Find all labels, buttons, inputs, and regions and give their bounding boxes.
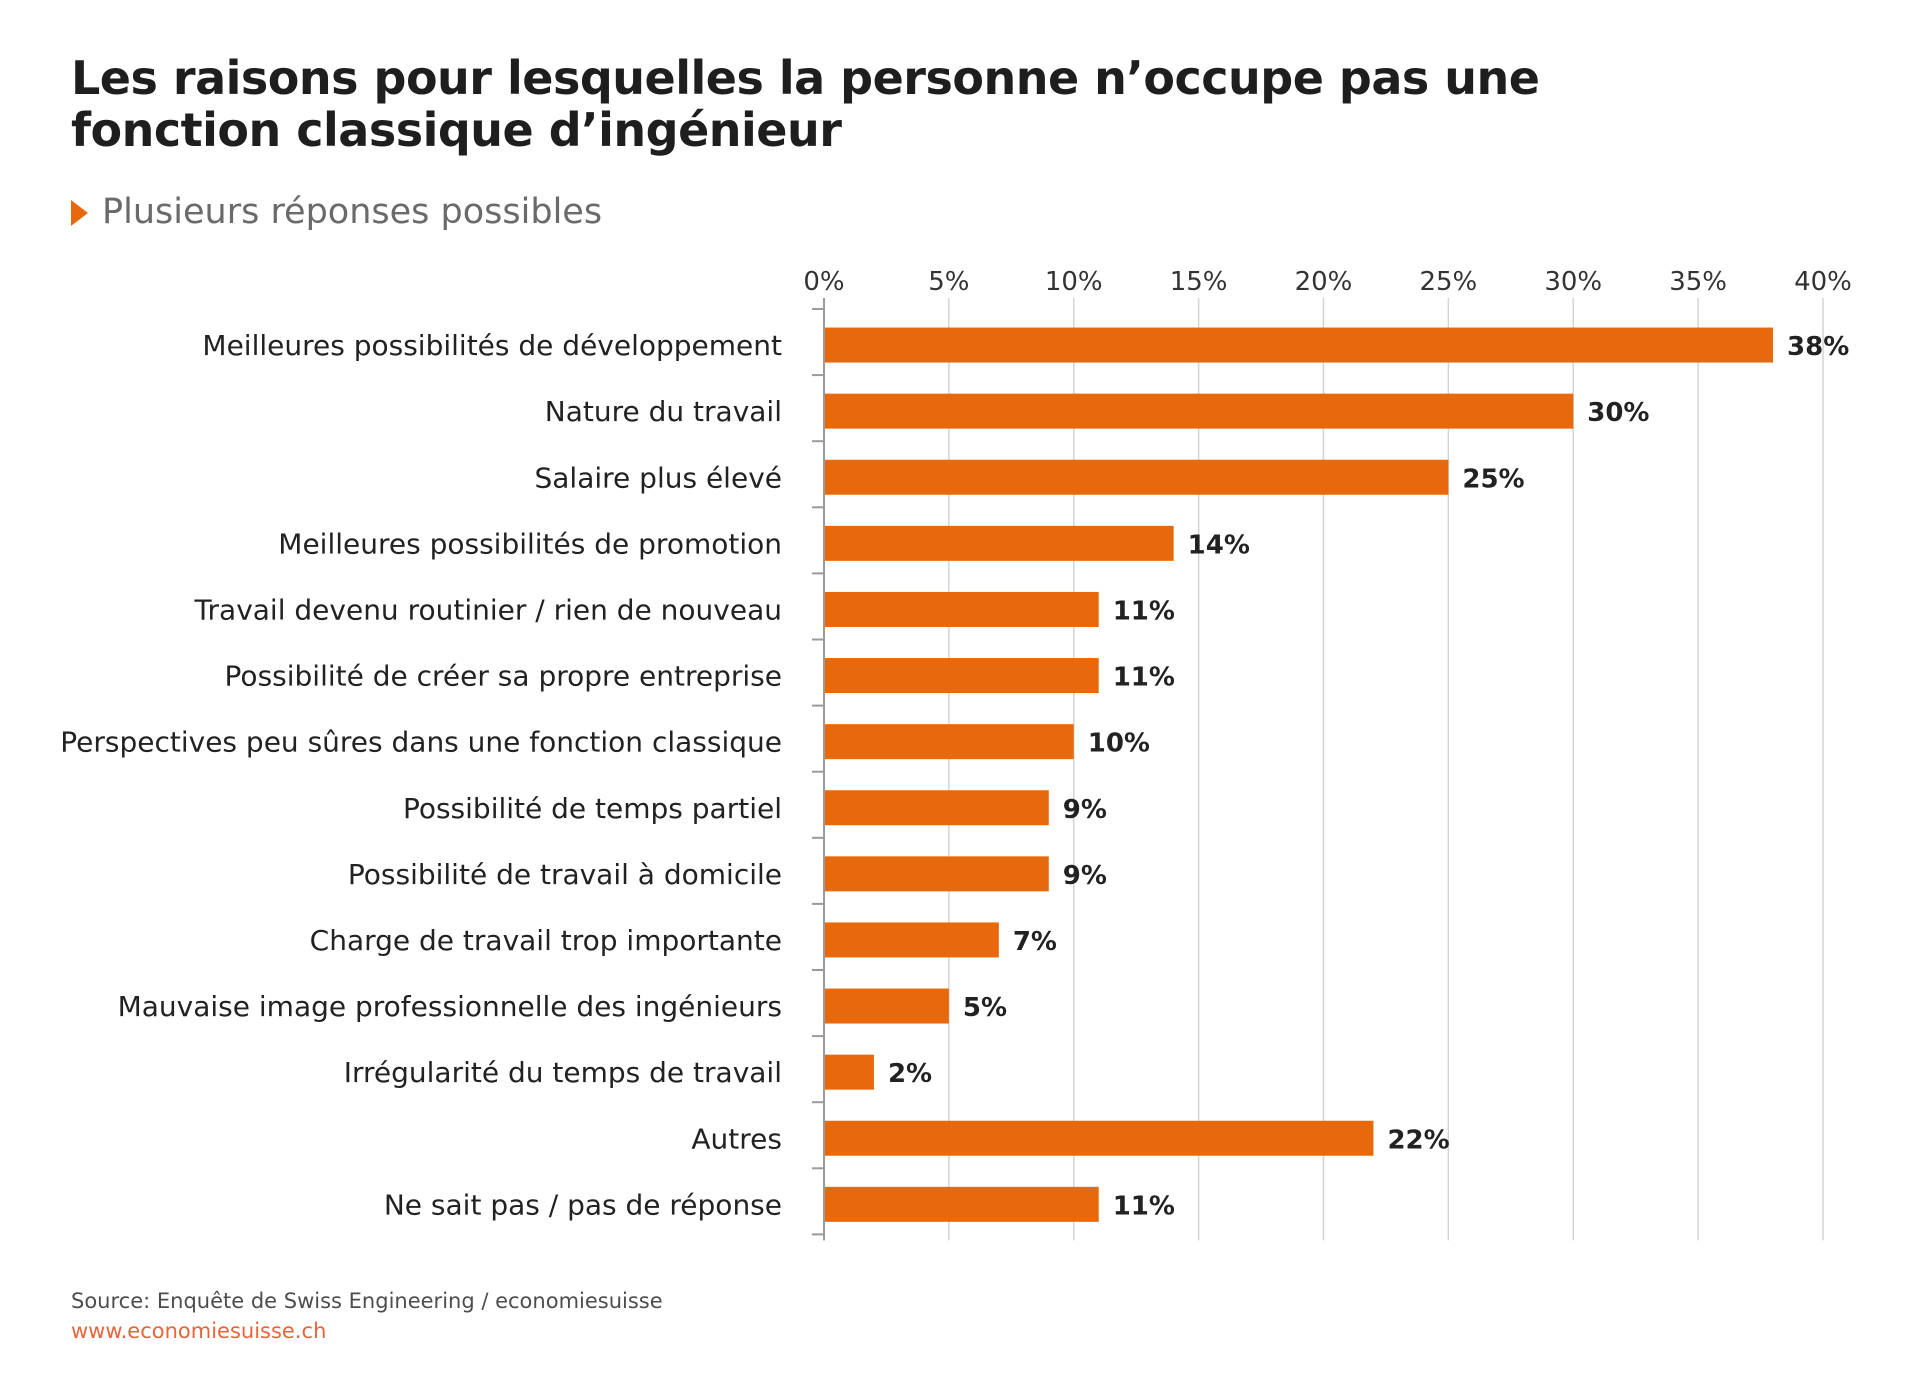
chart-title-line1: Les raisons pour lesquelles la personne … bbox=[71, 51, 1540, 105]
bar bbox=[825, 327, 1774, 363]
x-tick-label: 20% bbox=[1295, 267, 1353, 297]
category-label: Possibilité de temps partiel bbox=[403, 792, 782, 825]
source-note: Source: Enquête de Swiss Engineering / e… bbox=[71, 1289, 663, 1313]
category-label: Nature du travail bbox=[545, 395, 782, 428]
bar bbox=[825, 1120, 1374, 1156]
x-tick-label: 30% bbox=[1544, 267, 1602, 297]
category-label: Meilleures possibilités de promotion bbox=[278, 527, 782, 560]
data-label: 30% bbox=[1587, 398, 1649, 428]
x-tick-label: 40% bbox=[1794, 267, 1852, 297]
data-label: 25% bbox=[1462, 464, 1524, 494]
category-label: Irrégularité du temps de travail bbox=[344, 1056, 782, 1089]
x-tick-label: 10% bbox=[1045, 267, 1103, 297]
chart-title: Les raisons pour lesquelles la personne … bbox=[71, 52, 1571, 156]
chart-subtitle: Plusieurs réponses possibles bbox=[71, 192, 602, 232]
category-label: Travail devenu routinier / rien de nouve… bbox=[194, 593, 782, 626]
bar-chart: 0% 5% 10% 15% 20% 25% 30% 35% 40% Meilleures poss… bbox=[60, 267, 1852, 1241]
category-label: Possibilité de travail à domicile bbox=[348, 858, 782, 891]
data-label: 22% bbox=[1387, 1125, 1449, 1155]
data-label: 9% bbox=[1063, 861, 1107, 891]
category-label: Perspectives peu sûres dans une fonction… bbox=[60, 726, 782, 759]
data-label: 10% bbox=[1088, 729, 1150, 759]
bar bbox=[825, 922, 999, 958]
chart-subtitle-text: Plusieurs réponses possibles bbox=[102, 192, 603, 232]
category-label: Meilleures possibilités de développement bbox=[202, 329, 782, 362]
bar bbox=[825, 724, 1074, 760]
chart-title-line2: fonction classique d’ingénieur bbox=[71, 103, 842, 157]
triangle-bullet-icon bbox=[71, 200, 88, 226]
data-label: 11% bbox=[1113, 1191, 1175, 1221]
data-label: 9% bbox=[1063, 795, 1107, 825]
data-label: 5% bbox=[963, 993, 1007, 1023]
bar bbox=[825, 856, 1049, 892]
x-tick-label: 35% bbox=[1669, 267, 1727, 297]
category-label: Mauvaise image professionnelle des ingén… bbox=[118, 990, 782, 1023]
category-label: Salaire plus élevé bbox=[535, 461, 783, 494]
bar bbox=[825, 591, 1099, 627]
category-label: Autres bbox=[691, 1122, 782, 1155]
bar bbox=[825, 1054, 874, 1090]
bar bbox=[825, 393, 1574, 429]
data-label: 11% bbox=[1113, 663, 1175, 693]
category-label: Charge de travail trop importante bbox=[310, 924, 782, 957]
data-label: 14% bbox=[1188, 530, 1250, 560]
bar bbox=[825, 790, 1049, 826]
bar bbox=[825, 658, 1099, 694]
x-tick-label: 15% bbox=[1170, 267, 1228, 297]
category-label: Possibilité de créer sa propre entrepris… bbox=[225, 660, 782, 693]
data-label: 11% bbox=[1113, 596, 1175, 626]
data-label: 38% bbox=[1787, 332, 1849, 362]
x-tick-label: 5% bbox=[928, 267, 969, 297]
bar bbox=[825, 525, 1174, 561]
x-tick-label: 25% bbox=[1419, 267, 1477, 297]
data-label: 7% bbox=[1013, 927, 1057, 957]
source-link[interactable]: www.economiesuisse.ch bbox=[71, 1319, 327, 1343]
category-label: Ne sait pas / pas de réponse bbox=[384, 1188, 782, 1221]
bar bbox=[825, 988, 949, 1024]
x-tick-label: 0% bbox=[803, 267, 844, 297]
bar bbox=[825, 1186, 1099, 1222]
data-label: 2% bbox=[888, 1059, 932, 1089]
bar bbox=[825, 459, 1449, 495]
